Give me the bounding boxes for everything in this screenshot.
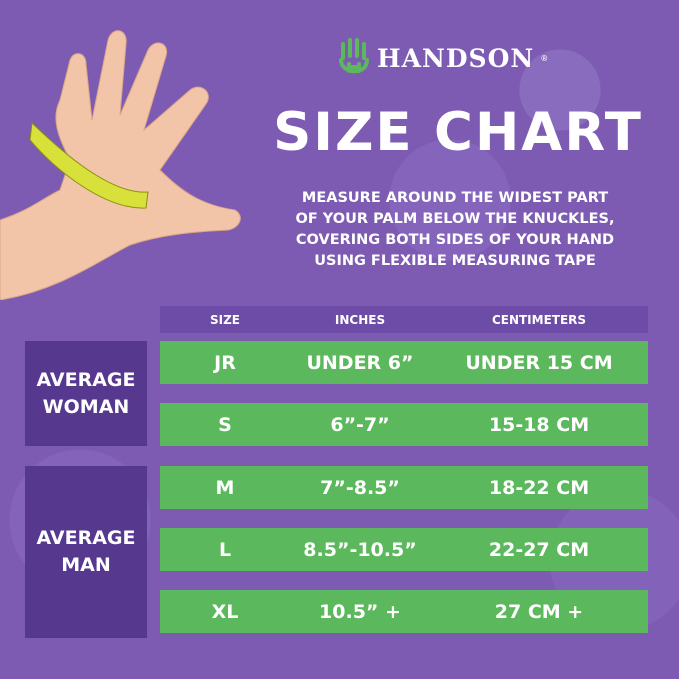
group-label: AVERAGE — [36, 368, 136, 391]
inches-cell: 8.5”-10.5” — [303, 538, 417, 561]
instruction-line: COVERING BOTH SIDES OF YOUR HAND — [295, 232, 615, 248]
cm-cell: 18-22 CM — [488, 476, 590, 499]
header-size: SIZE — [209, 312, 240, 327]
table-row: S 6”-7” 15-18 CM — [160, 403, 648, 446]
table-row: L 8.5”-10.5” 22-27 CM — [160, 528, 648, 571]
instruction-line: USING FLEXIBLE MEASURING TAPE — [314, 253, 596, 269]
size-cell: JR — [214, 351, 236, 374]
cm-cell: 27 CM + — [494, 600, 584, 623]
instructions: MEASURE AROUND THE WIDEST PART OF YOUR P… — [255, 188, 655, 272]
table-row: XL 10.5” + 27 CM + — [160, 590, 648, 633]
brand-name: HANDSON — [377, 43, 535, 73]
size-cell: L — [218, 538, 232, 561]
table-row: M 7”-8.5” 18-22 CM — [160, 466, 648, 509]
table-header: SIZE INCHES CENTIMETERS — [160, 306, 648, 333]
group-label: AVERAGE — [36, 527, 136, 549]
instruction-line: MEASURE AROUND THE WIDEST PART — [301, 190, 609, 206]
cm-cell: UNDER 15 CM — [465, 351, 613, 374]
header-inches: INCHES — [334, 312, 386, 327]
inches-cell: 10.5” + — [319, 600, 401, 623]
group-average-woman: AVERAGE WOMAN — [25, 341, 147, 446]
brand-logo: HANDSON ® — [337, 38, 548, 78]
size-cell: M — [215, 476, 235, 499]
page-title: SIZE CHART — [273, 102, 643, 163]
inches-cell: 6”-7” — [330, 413, 390, 436]
group-average-man: AVERAGE MAN — [25, 466, 147, 638]
cm-cell: 22-27 CM — [488, 538, 590, 561]
header-centimeters: CENTIMETERS — [491, 312, 587, 327]
size-cell: XL — [211, 600, 239, 623]
group-label: MAN — [61, 554, 111, 576]
hand-logo-icon — [339, 38, 369, 74]
inches-cell: 7”-8.5” — [320, 476, 400, 499]
cm-cell: 15-18 CM — [488, 413, 590, 436]
inches-cell: UNDER 6” — [306, 351, 414, 374]
instruction-line: OF YOUR PALM BELOW THE KNUCKLES, — [295, 211, 615, 227]
group-label: WOMAN — [42, 395, 130, 418]
table-row: JR UNDER 6” UNDER 15 CM — [160, 341, 648, 384]
size-cell: S — [218, 413, 232, 436]
registered-mark: ® — [540, 53, 549, 63]
hand-with-measuring-tape-image — [0, 30, 241, 300]
